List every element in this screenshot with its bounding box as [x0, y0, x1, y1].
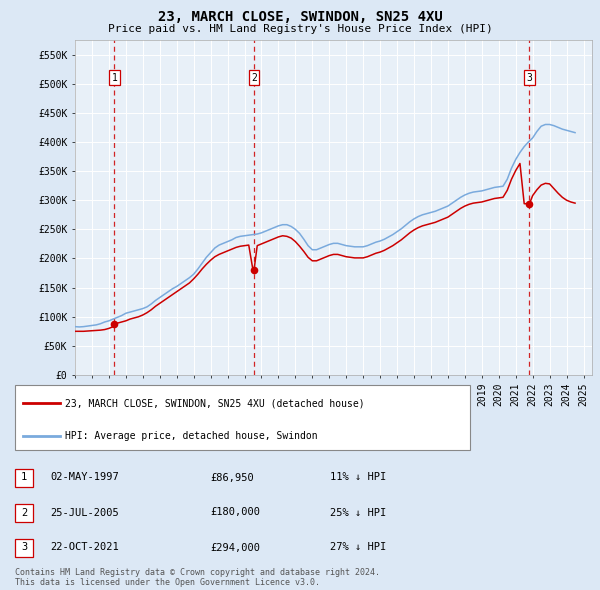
Text: Price paid vs. HM Land Registry's House Price Index (HPI): Price paid vs. HM Land Registry's House …: [107, 25, 493, 34]
Text: 2: 2: [21, 507, 27, 517]
Text: £180,000: £180,000: [210, 507, 260, 517]
Text: 23, MARCH CLOSE, SWINDON, SN25 4XU: 23, MARCH CLOSE, SWINDON, SN25 4XU: [158, 9, 442, 24]
Text: 27% ↓ HPI: 27% ↓ HPI: [330, 542, 386, 552]
Text: £294,000: £294,000: [210, 542, 260, 552]
Text: HPI: Average price, detached house, Swindon: HPI: Average price, detached house, Swin…: [65, 431, 317, 441]
Text: 2: 2: [251, 73, 257, 83]
Text: 25% ↓ HPI: 25% ↓ HPI: [330, 507, 386, 517]
Text: 02-MAY-1997: 02-MAY-1997: [50, 473, 119, 483]
Text: 25-JUL-2005: 25-JUL-2005: [50, 507, 119, 517]
Text: 1: 1: [21, 473, 27, 483]
Text: 11% ↓ HPI: 11% ↓ HPI: [330, 473, 386, 483]
Text: £86,950: £86,950: [210, 473, 254, 483]
Text: 3: 3: [527, 73, 532, 83]
Text: 1: 1: [112, 73, 118, 83]
Text: 22-OCT-2021: 22-OCT-2021: [50, 542, 119, 552]
Text: 23, MARCH CLOSE, SWINDON, SN25 4XU (detached house): 23, MARCH CLOSE, SWINDON, SN25 4XU (deta…: [65, 398, 365, 408]
Text: 3: 3: [21, 542, 27, 552]
Text: Contains HM Land Registry data © Crown copyright and database right 2024.
This d: Contains HM Land Registry data © Crown c…: [15, 568, 380, 588]
